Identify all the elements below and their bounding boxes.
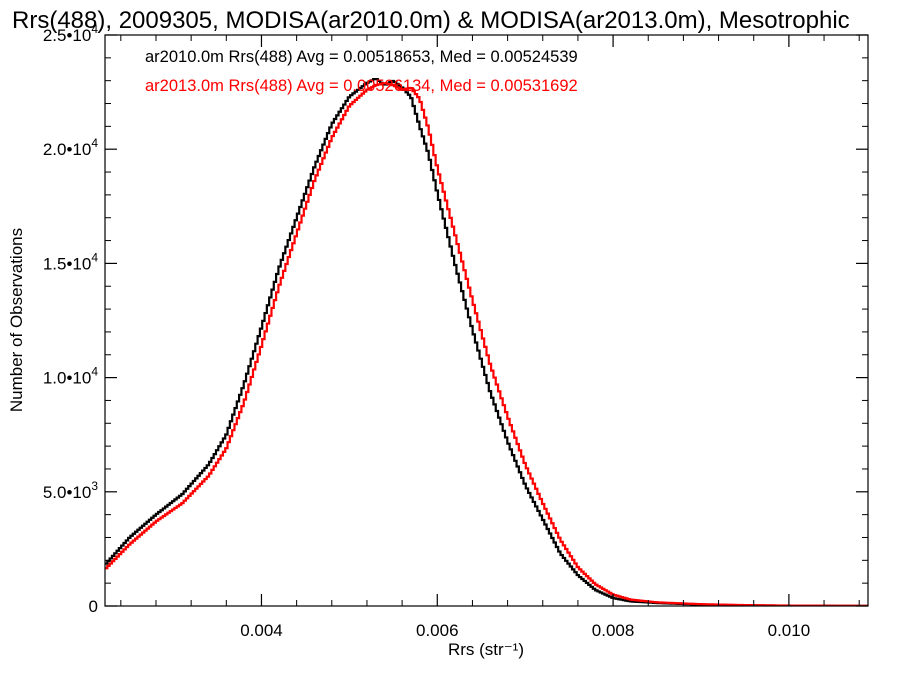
y-axis-label: Number of Observations bbox=[7, 228, 26, 412]
chart-title: Rrs(488), 2009305, MODISA(ar2010.0m) & M… bbox=[12, 7, 850, 34]
legend-entry-ar2013: ar2013.0m Rrs(488) Avg = 0.00526134, Med… bbox=[145, 77, 578, 95]
y-tick-label: 2.5•104 bbox=[43, 22, 99, 45]
x-tick-label: 0.006 bbox=[416, 621, 459, 640]
legend: ar2010.0m Rrs(488) Avg = 0.00518653, Med… bbox=[145, 48, 578, 95]
y-tick-label: 1.0•104 bbox=[43, 365, 99, 388]
y-tick-label: 0 bbox=[89, 597, 98, 616]
x-tick-label: 0.008 bbox=[592, 621, 635, 640]
plot-area bbox=[104, 34, 869, 607]
x-tick-label: 0.010 bbox=[768, 621, 811, 640]
y-axis-ticks: 0 5.0•103 1.0•104 1.5•104 2.0•104 2.5•104 bbox=[43, 22, 868, 616]
y-tick-label: 1.5•104 bbox=[43, 250, 99, 273]
series-ar2010.0m-line bbox=[105, 78, 868, 606]
x-axis-ticks: 0.004 0.006 0.008 0.010 bbox=[120, 35, 860, 640]
y-tick-label: 2.0•104 bbox=[43, 136, 99, 159]
series-layer bbox=[105, 78, 868, 606]
plot-frame bbox=[104, 34, 869, 607]
y-tick-label: 5.0•103 bbox=[43, 479, 99, 502]
legend-entry-ar2010: ar2010.0m Rrs(488) Avg = 0.00518653, Med… bbox=[145, 48, 578, 66]
x-axis-label: Rrs (str⁻¹) bbox=[448, 640, 524, 659]
series-ar2013.0m-line bbox=[105, 82, 868, 606]
x-tick-label: 0.004 bbox=[240, 621, 283, 640]
